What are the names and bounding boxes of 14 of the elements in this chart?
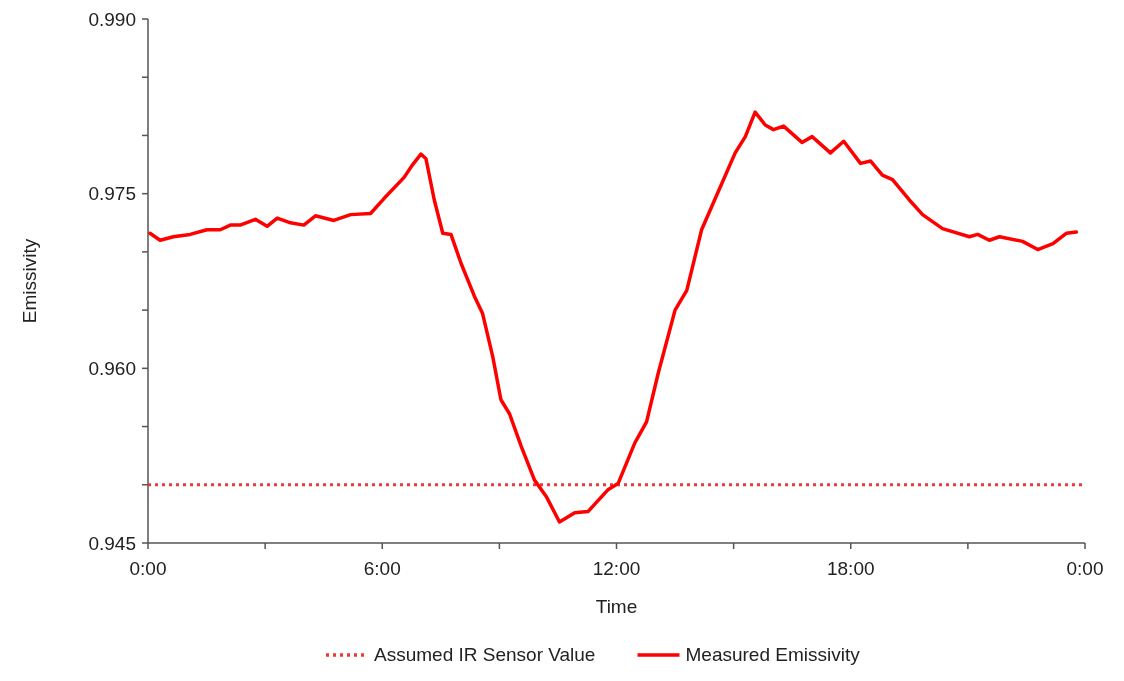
- y-tick-label: 0.960: [88, 357, 136, 379]
- legend-label: Measured Emissivity: [685, 644, 861, 665]
- y-tick-label: 0.975: [88, 183, 136, 205]
- x-tick-label: 0:00: [1066, 558, 1104, 579]
- legend-label: Assumed IR Sensor Value: [374, 644, 596, 665]
- line-series: [148, 110, 1079, 524]
- x-tick-label: 12:00: [592, 558, 641, 579]
- y-tick-label: 0.990: [88, 8, 136, 30]
- x-tick-label: 18:00: [826, 558, 875, 579]
- y-tick-label: 0.945: [88, 532, 136, 554]
- x-tick-label: 6:00: [363, 558, 401, 579]
- x-axis-title: Time: [595, 596, 638, 617]
- x-tick-label: 0:00: [129, 558, 167, 579]
- y-axis-title: Emissivity: [19, 238, 40, 324]
